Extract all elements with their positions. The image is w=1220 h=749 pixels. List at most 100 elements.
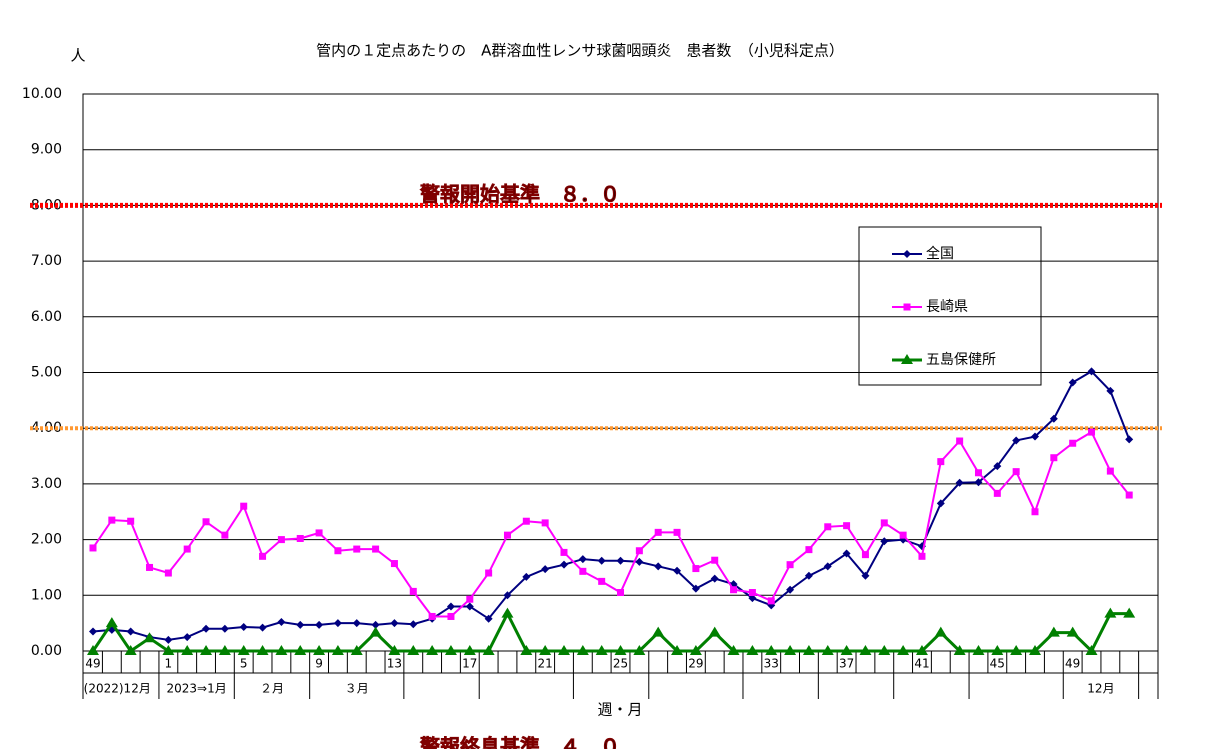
series-line	[91, 610, 1130, 654]
y-unit: 人	[70, 47, 85, 65]
x-tick-label: 37	[839, 657, 854, 671]
data-point	[444, 645, 457, 655]
data-point	[108, 516, 116, 524]
data-point	[1029, 645, 1041, 655]
data-point	[671, 645, 684, 655]
data-point	[463, 645, 476, 655]
data-point	[466, 595, 474, 603]
data-point	[558, 645, 570, 655]
data-point	[915, 645, 928, 655]
x-tick-label: 17	[462, 657, 477, 671]
data-point	[991, 645, 1004, 655]
legend-box	[858, 226, 1042, 386]
data-point	[447, 612, 455, 620]
data-point	[878, 645, 891, 655]
data-point	[522, 572, 531, 581]
data-point	[146, 563, 154, 571]
data-point	[691, 584, 700, 593]
data-point	[541, 519, 549, 527]
data-point	[804, 571, 813, 580]
data-point	[105, 617, 118, 628]
y-tick-label: 9.00	[31, 142, 62, 158]
data-point	[256, 645, 269, 655]
data-point	[1049, 414, 1058, 423]
data-point	[617, 589, 625, 597]
data-point	[1050, 454, 1058, 462]
data-point	[522, 517, 530, 525]
data-point	[993, 489, 1001, 497]
data-point	[372, 545, 380, 553]
data-point	[901, 354, 913, 364]
data-point	[635, 557, 644, 566]
y-tick-label: 5.00	[31, 365, 62, 381]
data-point	[821, 645, 834, 655]
y-tick-label: 6.00	[31, 309, 62, 325]
data-point	[689, 645, 702, 655]
data-point	[805, 546, 813, 554]
data-point	[127, 517, 135, 525]
data-point	[277, 618, 286, 627]
data-point	[880, 519, 888, 527]
data-point	[181, 645, 194, 655]
data-point	[352, 619, 361, 628]
data-point	[786, 585, 795, 594]
data-point	[953, 645, 966, 655]
x-tick-label: 33	[764, 657, 779, 671]
data-point	[635, 547, 643, 555]
data-point	[880, 537, 889, 546]
y-tick-label: 2.00	[31, 532, 62, 548]
data-point	[897, 645, 910, 655]
data-point	[484, 614, 493, 623]
data-point	[275, 645, 288, 655]
data-point	[1069, 439, 1077, 447]
data-point	[861, 571, 870, 580]
data-point	[597, 556, 606, 565]
data-point	[727, 645, 740, 655]
data-point	[903, 250, 911, 258]
data-point	[1031, 432, 1039, 441]
data-point	[503, 591, 512, 600]
data-point	[843, 522, 851, 530]
data-point	[746, 645, 759, 655]
x-tick-label: 49	[1065, 657, 1080, 671]
data-point	[1031, 508, 1039, 516]
data-point	[162, 645, 175, 655]
y-tick-label: 10.00	[22, 86, 62, 102]
y-tick-label: 7.00	[31, 253, 62, 269]
data-point	[520, 645, 533, 655]
data-point	[183, 633, 192, 642]
data-point	[616, 556, 625, 565]
x-tick-label: 1	[165, 657, 173, 671]
data-point	[240, 502, 248, 510]
x-tick-label: 13	[387, 657, 402, 671]
data-point	[934, 626, 947, 637]
y-tick-label: 1.00	[31, 587, 62, 603]
data-point	[426, 645, 439, 655]
data-point	[579, 567, 587, 575]
data-point	[748, 589, 756, 597]
data-point	[972, 645, 985, 655]
data-point	[164, 635, 173, 644]
x-tick-label: 9	[315, 657, 323, 671]
data-point	[576, 645, 589, 655]
x-axis-label: 週・月	[597, 701, 642, 719]
data-point	[390, 560, 398, 568]
data-point	[956, 437, 964, 445]
series-line	[92, 370, 1131, 641]
data-point	[1047, 626, 1060, 637]
y-tick-label: 3.00	[31, 476, 62, 492]
data-point	[409, 620, 418, 629]
data-point	[711, 556, 719, 564]
reference-label: 警報終息基準 ４．０	[420, 735, 620, 749]
data-point	[539, 645, 552, 655]
data-point	[692, 565, 700, 573]
data-point	[183, 545, 191, 553]
data-point	[220, 624, 229, 633]
data-point	[202, 518, 210, 526]
data-point	[918, 552, 926, 560]
data-point	[89, 627, 97, 636]
data-point	[899, 531, 907, 539]
data-point	[767, 597, 775, 605]
data-point	[446, 602, 455, 611]
